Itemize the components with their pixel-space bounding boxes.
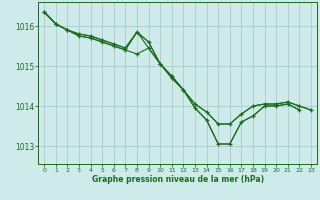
X-axis label: Graphe pression niveau de la mer (hPa): Graphe pression niveau de la mer (hPa) <box>92 175 264 184</box>
